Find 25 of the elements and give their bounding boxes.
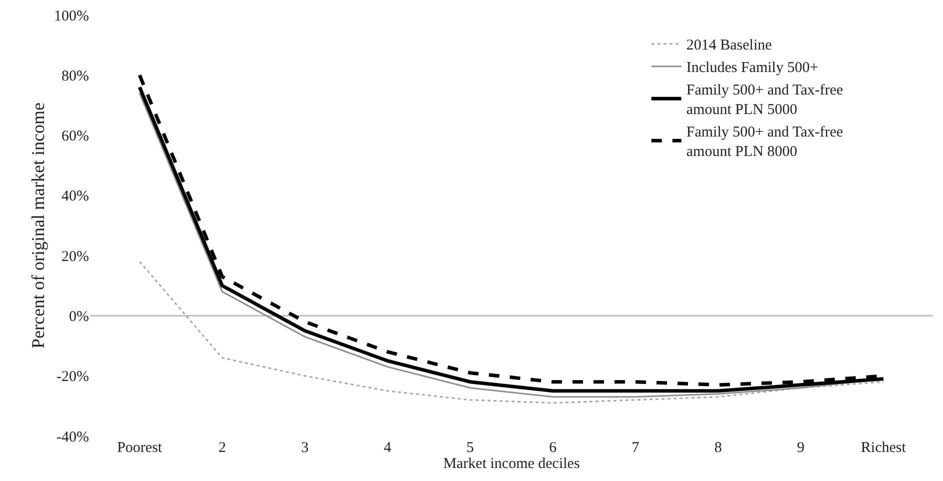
x-tick-label: 3 [301, 440, 309, 456]
y-axis-title: Percent of original market income [28, 102, 48, 348]
y-tick-label: -40% [56, 429, 89, 446]
x-tick-label: Richest [860, 440, 907, 456]
y-tick-label: 100% [54, 8, 89, 24]
legend-label: 2014 Baseline [686, 38, 772, 54]
y-tick-label: 40% [62, 188, 89, 205]
y-tick-label: 80% [62, 68, 89, 84]
legend-label: Family 500+ and Tax-free amount PLN 5000 [686, 82, 844, 118]
y-tick-label: 0% [69, 308, 89, 325]
x-tick-label: 2 [218, 440, 226, 456]
line-series [138, 260, 884, 404]
y-tick-label: 60% [62, 128, 89, 145]
x-tick-label: 5 [466, 440, 474, 456]
x-tick-label: Poorest [117, 440, 163, 456]
x-tick-label: 6 [549, 440, 558, 456]
x-axis-title: Market income deciles [443, 456, 580, 472]
x-tick-label: 7 [632, 440, 640, 456]
legend-label: Includes Family 500+ [686, 60, 818, 76]
y-tick-label: 20% [62, 248, 89, 265]
x-tick-label: 9 [797, 440, 805, 456]
y-tick-label: -20% [56, 369, 89, 386]
legend-label: Family 500+ and Tax-free amount PLN 8000 [686, 124, 844, 160]
x-tick-label: 4 [384, 440, 392, 456]
x-tick-label: 8 [714, 440, 722, 456]
